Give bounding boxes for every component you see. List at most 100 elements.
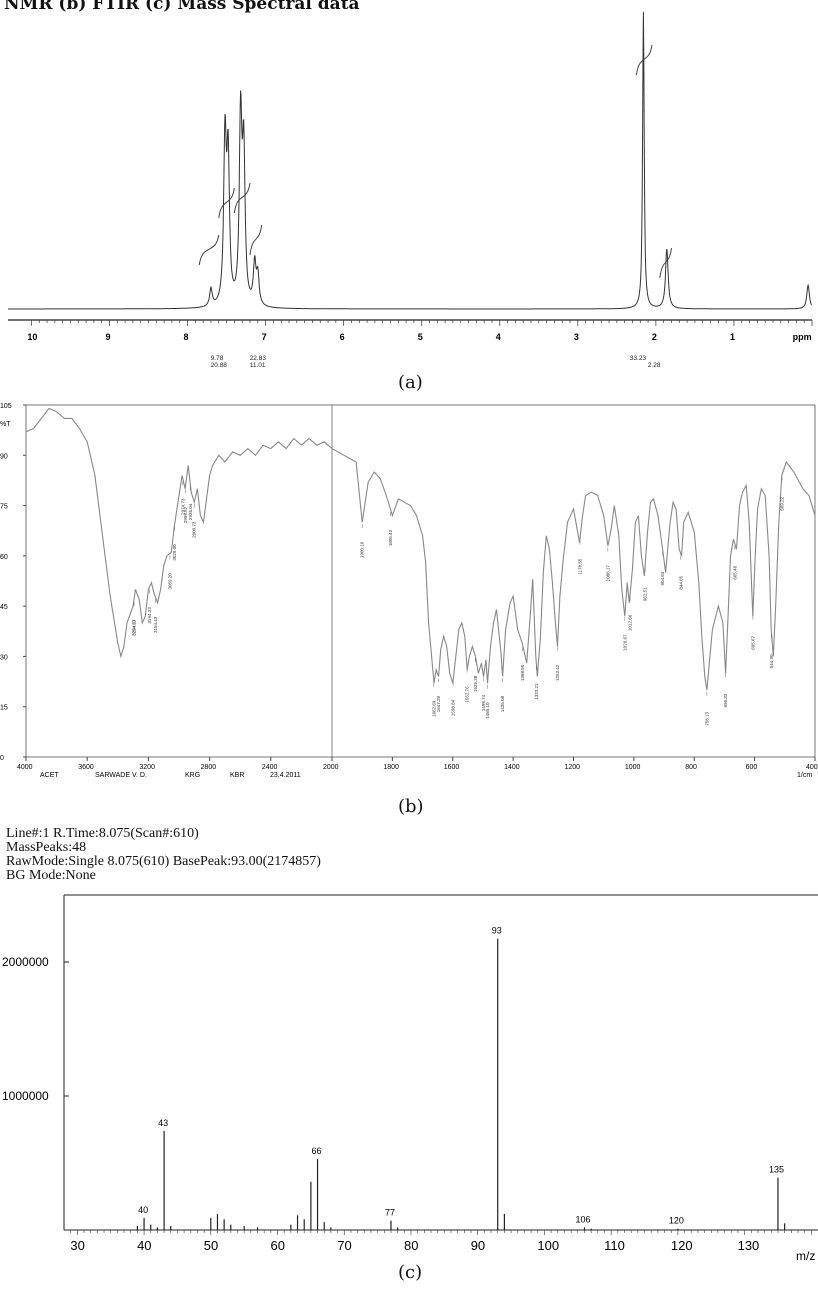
ftir-x-unit-label: 1/cm	[797, 772, 812, 779]
ftir-x-tick-label: 800	[685, 764, 697, 771]
ftir-peak-label: 1086.17	[605, 565, 610, 582]
ftir-x-tick-label: 400	[806, 764, 818, 771]
ftir-peak-label: 1662.69	[431, 700, 436, 717]
ftir-peak-label: 3294.53	[131, 619, 136, 636]
ms-x-tick-label: 70	[337, 1238, 351, 1253]
ftir-peak-label: 696.33	[723, 693, 728, 707]
nmr-chart: 10 9 8 7 6 5 4 3 2 1 ppm 9.78 22.83 20.88 11.01 33.232.…	[8, 11, 813, 369]
ftir-transmittance-trace	[25, 407, 816, 691]
nmr-integration-curve	[233, 182, 251, 214]
ftir-peak-label: 1368.50	[520, 664, 525, 681]
ftir-y-tick-label: 75	[0, 504, 8, 511]
caption-b: (b)	[398, 796, 424, 817]
ftir-y-tick-label: 60	[0, 554, 8, 561]
ms-x-tick-label: 60	[271, 1238, 285, 1253]
ftir-peak-label: 1485.10	[485, 702, 490, 719]
ms-info-line: MassPeaks:48	[6, 840, 87, 855]
nmr-x-tick-label: 6	[340, 332, 345, 342]
ms-y-tick-label: 1000000	[2, 1089, 49, 1103]
ftir-peak-label: 844.65	[678, 575, 683, 589]
ftir-y-tick-label: 0	[0, 755, 4, 762]
ftir-peak-label: 1805.43	[388, 529, 393, 546]
caption-c: (c)	[398, 1262, 423, 1283]
ms-x-tick-label: 40	[137, 1238, 151, 1253]
ftir-x-tick-label: 1200	[565, 764, 581, 771]
ftir-sample-info: ACET	[40, 772, 59, 779]
ftir-y-axis-label: %T	[0, 421, 11, 428]
ftir-peak-label: 904.84	[660, 571, 665, 585]
ftir-plot-frame	[25, 404, 816, 758]
nmr-x-tick-label: 2	[652, 332, 657, 342]
ftir-peak-label: 665.46	[732, 565, 737, 579]
ftir-peak-label: 2900.73	[192, 521, 197, 538]
ftir-peak-label: 3154.43	[153, 616, 158, 633]
nmr-x-tick-label: 1	[730, 332, 735, 342]
ftir-peak-label: 3059.20	[167, 573, 172, 590]
ms-peak-label: 135	[769, 1165, 784, 1175]
nmr-integration-curve	[218, 187, 235, 219]
ftir-peak-label: 605.67	[750, 635, 755, 649]
ms-peak-label: 106	[575, 1214, 590, 1224]
ms-chart: 2000000 1000000 30 40 50 60 70 80 90 100 110 120 130…	[2, 894, 818, 1263]
ms-x-tick-label: 90	[471, 1238, 485, 1253]
ftir-x-tick-label: 1600	[444, 764, 460, 771]
ftir-x-tick-label: 3600	[78, 764, 94, 771]
nmr-integration-curve	[635, 44, 653, 76]
ftir-panel: 105 90 75 60 45 30 15 0 %T 4000 3600 3200 2800 2400 20…	[0, 400, 818, 800]
ftir-y-tick-label: 30	[0, 654, 8, 661]
nmr-integration-curve	[659, 247, 672, 279]
nmr-x-tick-label: ppm	[793, 332, 812, 342]
ms-peak-label: 120	[669, 1216, 684, 1226]
ftir-peak-label: 1012.66	[628, 614, 633, 631]
ms-x-axis-label: m/z	[796, 1249, 815, 1260]
ftir-peak-label: 1253.42	[555, 664, 560, 681]
ms-x-tick-label: 80	[404, 1238, 418, 1253]
ms-info-line: RawMode:Single 8.075(610) BasePeak:93.00…	[6, 854, 321, 869]
ftir-peak-label: 3029.00	[172, 544, 177, 561]
ms-peak-label: 77	[385, 1208, 395, 1218]
nmr-integration-value: 2.28	[648, 362, 661, 369]
ftir-peak-label: 509.22	[780, 496, 785, 510]
nmr-x-tick-label: 4	[496, 332, 501, 342]
ftir-peak-label: 1029.67	[622, 634, 627, 651]
ftir-peak-label: 2974.73	[180, 498, 185, 515]
ms-x-tick-label: 130	[738, 1238, 760, 1253]
ftir-peak-label: 758.13	[704, 711, 709, 725]
nmr-spectrum-trace	[8, 11, 813, 310]
ms-peak-label: 93	[492, 926, 502, 936]
ftir-sample-info: SARWADE V. D.	[95, 772, 147, 779]
ftir-peak-label: 1900.10	[360, 541, 365, 558]
ms-panel: 2000000 1000000 30 40 50 60 70 80 90 100 110 120 130…	[0, 880, 818, 1263]
ms-x-tick-label: 120	[671, 1238, 693, 1253]
nmr-panel: 10 9 8 7 6 5 4 3 2 1 ppm 9.78 22.83 20.88 11.01 33.23 2.…	[0, 0, 818, 380]
ftir-x-tick-label: 2000	[323, 764, 339, 771]
nmr-integration-curve	[249, 224, 263, 256]
ftir-x-tick-label: 2800	[201, 764, 217, 771]
nmr-integration-curve	[198, 234, 220, 266]
caption-a: (a)	[398, 372, 423, 393]
ftir-peak-label: 1525.38	[473, 675, 478, 692]
ftir-sample-info: KBR	[230, 772, 244, 779]
nmr-x-tick-label: 9	[105, 332, 110, 342]
ms-info-line: Line#:1 R.Time:8.075(Scan#:610)	[6, 826, 199, 841]
nmr-integration-value: 22.83	[250, 355, 267, 362]
ftir-peak-label: 1435.08	[500, 695, 505, 712]
ms-x-tick-label: 50	[204, 1238, 218, 1253]
ms-y-tick-label: 2000000	[2, 955, 49, 969]
ftir-peak-label: 1178.55	[577, 558, 582, 574]
ms-x-tick-label: 100	[537, 1238, 559, 1253]
ms-info: Line#:1 R.Time:8.075(Scan#:610) MassPeak…	[6, 827, 321, 883]
ftir-x-tick-label: 4000	[17, 764, 33, 771]
ftir-peak-label: 1647.28	[436, 696, 441, 713]
ftir-y-tick-label: 90	[0, 453, 8, 460]
ftir-peak-label: 962.51	[643, 587, 648, 601]
ftir-x-tick-label: 2400	[262, 764, 278, 771]
ms-x-tick-label: 30	[70, 1238, 84, 1253]
ms-peak-label: 66	[312, 1146, 322, 1156]
ms-info-line: BG Mode:None	[6, 868, 96, 883]
ftir-sample-info: KRG	[185, 772, 200, 779]
ftir-y-tick-label: 45	[0, 604, 8, 611]
nmr-x-tick-label: 10	[27, 332, 37, 342]
ftir-y-tick-label: 15	[0, 705, 8, 712]
ftir-x-tick-label: 1400	[504, 764, 520, 771]
